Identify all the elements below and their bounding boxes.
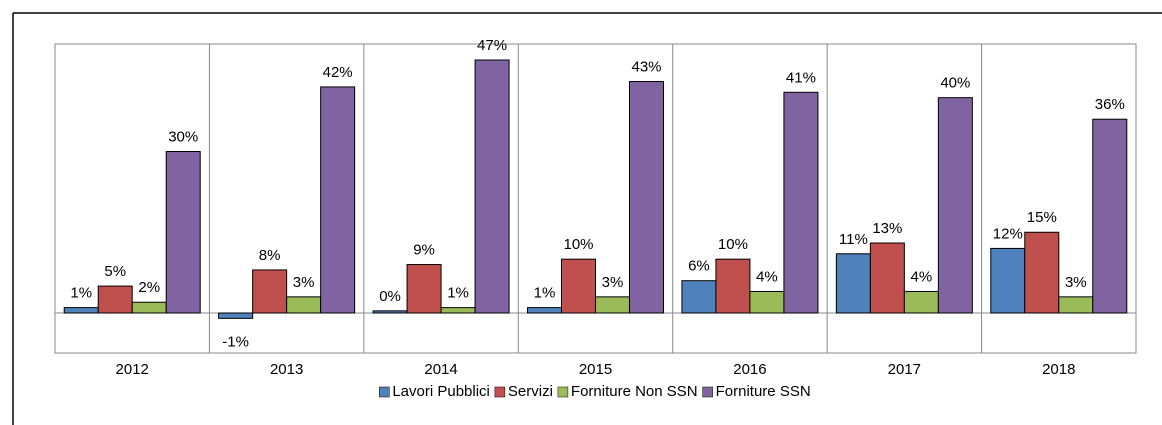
plot-area (54, 43, 1137, 354)
x-tick-label: 2012 (116, 361, 149, 378)
bar (561, 258, 596, 314)
bar (1024, 231, 1060, 314)
bar (629, 81, 664, 314)
bar (440, 307, 476, 314)
data-label: 43% (631, 59, 661, 76)
bar (131, 301, 167, 314)
data-label: 5% (104, 263, 126, 280)
data-label: 11% (839, 231, 868, 248)
data-label: 3% (293, 274, 315, 291)
data-label: 9% (413, 242, 435, 259)
legend-swatch (379, 386, 390, 398)
data-label: 1% (70, 285, 92, 302)
data-label: 15% (1027, 209, 1057, 226)
data-label: 30% (168, 128, 198, 145)
bar (903, 290, 939, 314)
bar (252, 269, 288, 314)
legend-label: Forniture Non SSN (571, 383, 698, 400)
data-label: 2% (138, 279, 160, 296)
bar (749, 290, 785, 314)
bar (286, 296, 322, 314)
bar (218, 312, 254, 319)
data-label: 1% (534, 285, 556, 302)
bar (869, 242, 905, 314)
data-label: 12% (993, 225, 1023, 242)
bar (320, 86, 356, 314)
bar (1058, 296, 1094, 314)
bar (165, 151, 201, 314)
x-tick-label: 2013 (270, 361, 303, 378)
bar (595, 296, 630, 314)
legend-swatch (557, 386, 569, 398)
bar (715, 258, 751, 314)
bar (1092, 118, 1128, 314)
bar (783, 91, 819, 314)
bar (97, 285, 133, 314)
data-label: 42% (323, 64, 353, 81)
data-label: 36% (1095, 96, 1125, 113)
bar (835, 253, 871, 314)
bar (937, 97, 973, 314)
data-label: 40% (940, 75, 970, 92)
bar (990, 247, 1026, 314)
data-label: 1% (447, 285, 469, 302)
bar (406, 264, 442, 314)
bar (372, 310, 408, 314)
data-label: 0% (379, 288, 401, 305)
bar (527, 307, 562, 314)
x-tick-label: 2018 (1042, 361, 1075, 378)
data-label: 4% (756, 268, 778, 285)
legend-swatch (494, 386, 506, 398)
data-label: 10% (563, 236, 593, 253)
x-tick-label: 2017 (888, 361, 921, 378)
data-label: 8% (259, 247, 281, 264)
legend-swatch (702, 386, 713, 398)
x-tick-label: 2015 (579, 361, 612, 378)
data-label: 47% (477, 37, 507, 54)
x-tick-label: 2016 (733, 361, 766, 378)
bar (63, 307, 99, 314)
data-label: 6% (688, 258, 710, 275)
data-label: 41% (786, 69, 816, 86)
data-label: 4% (911, 268, 933, 285)
bar (681, 280, 717, 314)
legend-label: Forniture SSN (716, 383, 811, 400)
data-label: -1% (222, 333, 249, 350)
data-label: 3% (602, 274, 624, 291)
x-tick-label: 2014 (424, 361, 457, 378)
legend-label: Lavori Pubblici (392, 383, 490, 400)
data-label: 3% (1065, 274, 1087, 291)
legend-label: Servizi (508, 383, 553, 400)
bar (474, 59, 510, 314)
data-label: 10% (718, 236, 748, 253)
data-label: 13% (872, 220, 902, 237)
